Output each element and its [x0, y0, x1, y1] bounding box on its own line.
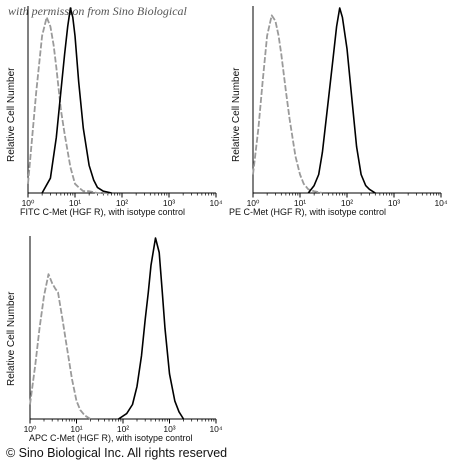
x-tick-label: 10² [341, 198, 353, 208]
histogram-plot: 10⁰ 10¹ 10² 10³ 10⁴ [247, 6, 448, 208]
isotype-histogram-line [27, 16, 108, 194]
x-tick-label: 10³ [163, 198, 175, 208]
x-tick-label: 10⁰ [22, 198, 35, 208]
x-tick-label: 10⁴ [209, 198, 222, 208]
x-tick-label: 10² [117, 424, 129, 434]
histogram-panel-apc: Relative Cell Number 10⁰ 10¹ 10² 10³ 10⁴ APC… [0, 222, 225, 447]
x-axis-caption: FITC C-Met (HGF R), with isotype control [20, 207, 186, 217]
x-axis-caption: APC C-Met (HGF R), with isotype control [29, 433, 193, 443]
histogram-plot: 10⁰ 10¹ 10² 10³ 10⁴ [24, 236, 223, 434]
histogram-panel-pe: Relative Cell Number 10⁰ 10¹ 10² 10³ 10⁴ PE … [225, 0, 450, 225]
watermark-text: with permission from Sino Biological [8, 4, 187, 18]
x-tick-label: 10² [116, 198, 128, 208]
sample-histogram-line [307, 7, 376, 194]
x-tick-label: 10⁰ [24, 424, 37, 434]
sample-histogram-line [118, 237, 185, 420]
isotype-histogram-line [252, 14, 323, 194]
histogram-panel-fitc: Relative Cell Number 10⁰ 10¹ 10² 10³ 10⁴ FIT… [0, 0, 225, 225]
x-tick-label: 10¹ [69, 198, 81, 208]
x-tick-label: 10³ [388, 198, 400, 208]
x-tick-label: 10⁰ [247, 198, 260, 208]
x-tick-label: 10⁴ [434, 198, 447, 208]
x-tick-label: 10¹ [70, 424, 82, 434]
sample-histogram-line [41, 7, 112, 194]
x-tick-label: 10¹ [294, 198, 306, 208]
x-axis-caption: PE C-Met (HGF R), with isotype control [229, 207, 387, 217]
x-tick-label: 10³ [163, 424, 175, 434]
x-tick-label: 10⁴ [209, 424, 222, 434]
copyright-footer: © Sino Biological Inc. All rights reserv… [6, 446, 228, 460]
histogram-plot: 10⁰ 10¹ 10² 10³ 10⁴ [22, 6, 223, 208]
isotype-histogram-line [29, 273, 91, 420]
